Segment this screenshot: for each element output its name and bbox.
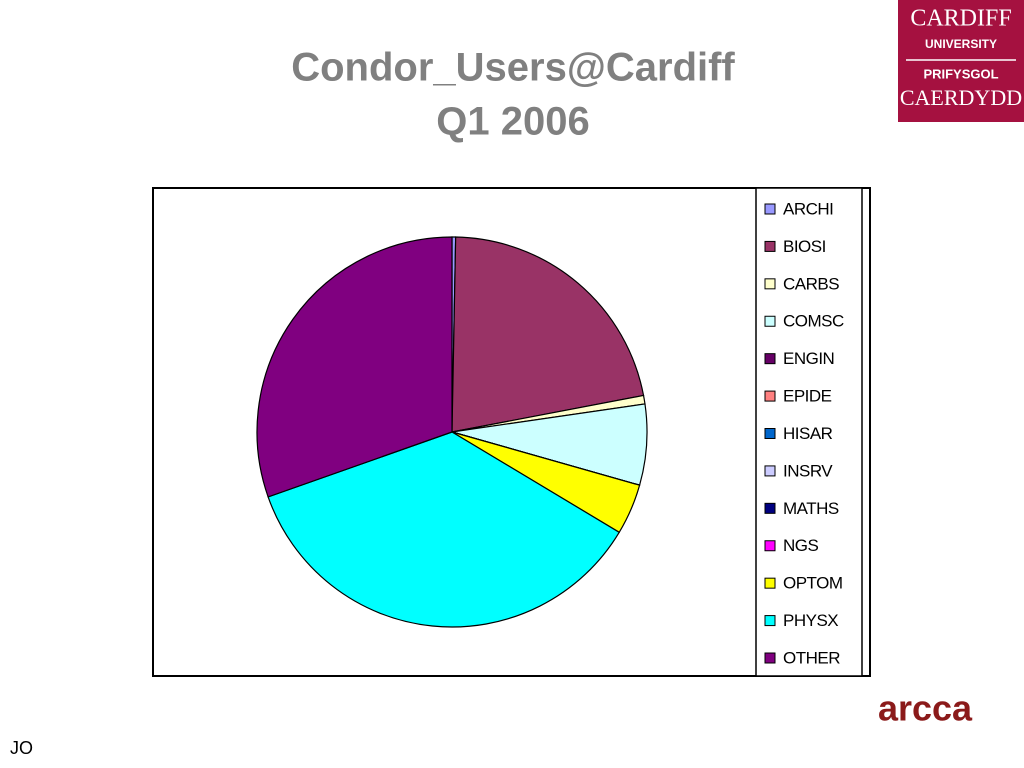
legend-swatch	[764, 240, 776, 252]
pie-slice	[267, 431, 621, 628]
legend-swatch	[764, 502, 776, 514]
brand-logo: arcca	[878, 688, 973, 729]
legend-label: MATHS	[783, 499, 839, 518]
chart-subtitle: Q1 2006	[436, 100, 589, 144]
legend-swatch	[764, 203, 776, 215]
pie-slice	[451, 236, 645, 433]
legend-label: HISAR	[783, 424, 833, 443]
logo-text: UNIVERSITY	[925, 37, 997, 51]
legend-swatch	[764, 315, 776, 327]
legend: ARCHI BIOSI CARBS COMSC ENGIN EPIDE HISAR INSRV…	[764, 199, 845, 667]
logo-text: CAERDYDD	[900, 85, 1022, 110]
legend-swatch	[764, 465, 776, 477]
legend-label: OPTOM	[783, 574, 843, 593]
legend-label: PHYSX	[783, 611, 838, 630]
logo-text: CARDIFF	[910, 6, 1011, 32]
legend-swatch	[764, 428, 776, 439]
legend-swatch	[764, 577, 776, 589]
legend-label: INSRV	[783, 461, 833, 480]
legend-label: ENGIN	[783, 349, 834, 368]
legend-label: CARBS	[783, 274, 839, 293]
footer-text: JO	[10, 738, 33, 758]
logo-background	[898, 0, 1024, 122]
university-logo: CARDIFF UNIVERSITY PRIFYSGOL CAERDYDD	[898, 0, 1024, 122]
chart-title: Condor_Users@Cardiff	[291, 46, 735, 90]
legend-label: BIOSI	[783, 237, 826, 256]
legend-swatch	[764, 353, 776, 365]
legend-label: OTHER	[783, 648, 840, 667]
legend-swatch	[764, 652, 776, 664]
legend-swatch	[764, 278, 776, 290]
legend-swatch	[764, 390, 776, 402]
logo-text: PRIFYSGOL	[923, 66, 998, 81]
legend-swatch	[764, 615, 776, 627]
legend-label: EPIDE	[783, 387, 832, 406]
legend-label: NGS	[783, 536, 819, 555]
legend-label: COMSC	[783, 312, 844, 331]
legend-label: ARCHI	[783, 199, 833, 218]
pie	[256, 236, 648, 628]
legend-swatch	[764, 540, 776, 552]
pie-slice	[256, 236, 453, 498]
